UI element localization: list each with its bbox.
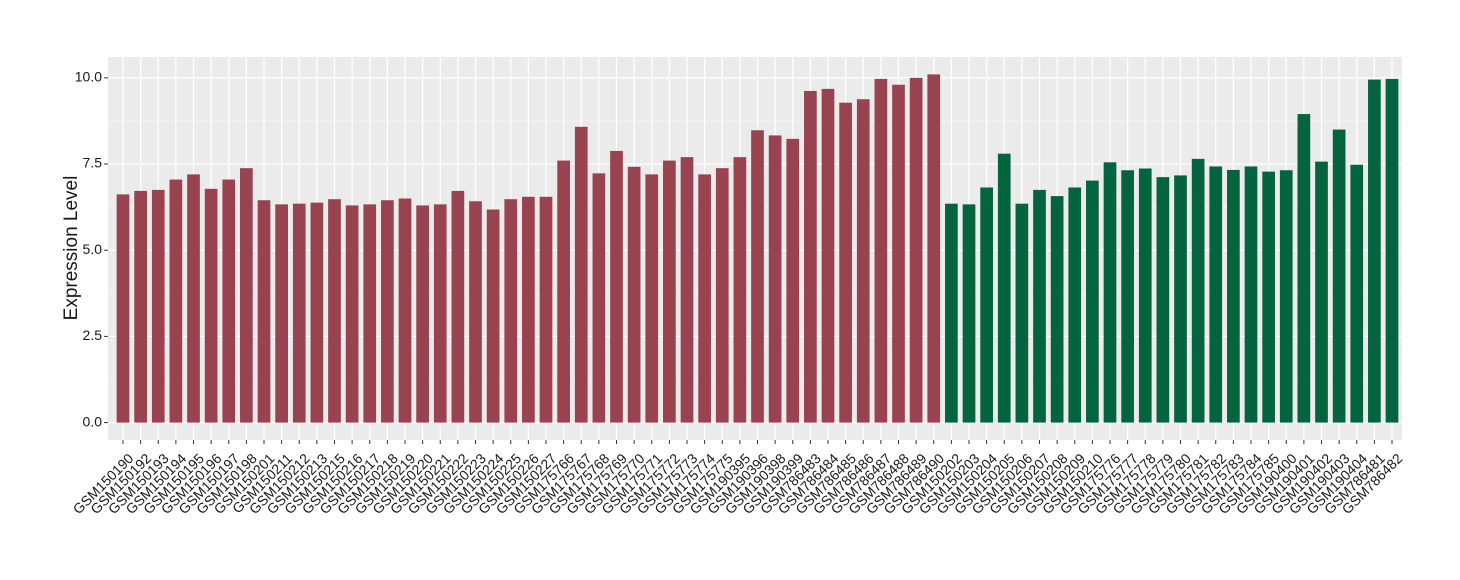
- bar: [645, 174, 659, 423]
- bar: [539, 196, 553, 423]
- bar: [363, 204, 377, 423]
- bar: [557, 160, 570, 423]
- bar: [1368, 79, 1381, 423]
- bar: [1174, 175, 1187, 423]
- bar: [169, 179, 183, 423]
- bar: [240, 168, 253, 423]
- bar: [433, 204, 447, 423]
- bar: [962, 204, 976, 423]
- bar: [821, 88, 835, 423]
- bar: [856, 99, 870, 423]
- bar: [1156, 177, 1170, 423]
- bar: [486, 209, 500, 423]
- bar: [610, 150, 623, 423]
- bar: [997, 153, 1011, 423]
- bar: [1350, 164, 1364, 423]
- bar: [1297, 114, 1311, 423]
- bar: [874, 78, 888, 423]
- bar: [1279, 170, 1293, 423]
- bar: [1103, 162, 1117, 423]
- bar: [751, 130, 764, 423]
- bar: [1068, 187, 1082, 423]
- bar: [398, 198, 412, 423]
- bar: [698, 174, 711, 423]
- bar: [222, 179, 236, 423]
- bar: [663, 160, 676, 423]
- bar: [980, 187, 993, 423]
- bar: [715, 168, 729, 423]
- bar: [116, 194, 130, 423]
- bar: [574, 126, 588, 423]
- bar: [1244, 166, 1258, 423]
- bar: [1191, 158, 1205, 423]
- y-tick-label: 10.0: [75, 69, 102, 85]
- bar: [945, 203, 958, 423]
- bar: [204, 188, 218, 423]
- bar: [1315, 161, 1328, 423]
- bar: [1086, 180, 1099, 423]
- bar: [680, 157, 694, 423]
- bar: [733, 157, 747, 423]
- bar: [909, 77, 923, 423]
- bar: [1121, 170, 1134, 423]
- y-tick-label: 0.0: [83, 413, 103, 429]
- bar: [592, 173, 606, 423]
- bar: [134, 190, 147, 423]
- bar: [187, 174, 200, 423]
- bar: [328, 199, 341, 423]
- bar: [892, 84, 905, 423]
- bar: [786, 138, 800, 423]
- y-tick-label: 7.5: [83, 155, 103, 171]
- y-tick-label: 2.5: [83, 327, 103, 343]
- bar: [1050, 196, 1064, 423]
- bar: [1033, 189, 1046, 423]
- bar: [522, 196, 535, 423]
- bar: [627, 166, 641, 423]
- bar: [804, 90, 817, 423]
- bar: [310, 202, 324, 423]
- bar: [257, 200, 271, 423]
- bar: [927, 74, 941, 423]
- bar: [275, 204, 288, 423]
- y-tick-label: 5.0: [83, 241, 103, 257]
- bar: [1262, 171, 1275, 423]
- y-axis-label: Expression Level: [61, 176, 82, 321]
- bar: [345, 205, 359, 423]
- bar: [416, 205, 429, 423]
- bar: [1209, 166, 1223, 423]
- bar: [1332, 129, 1346, 423]
- bar: [469, 201, 482, 423]
- bar: [292, 203, 306, 423]
- bar: [768, 135, 782, 423]
- bar: [381, 200, 394, 423]
- bar: [504, 199, 518, 423]
- bar: [1385, 78, 1399, 423]
- bar: [1138, 168, 1152, 423]
- bar: [1227, 169, 1240, 423]
- bar: [839, 102, 852, 423]
- bar: [451, 190, 465, 423]
- bar: [1015, 203, 1029, 423]
- bar: [151, 189, 165, 423]
